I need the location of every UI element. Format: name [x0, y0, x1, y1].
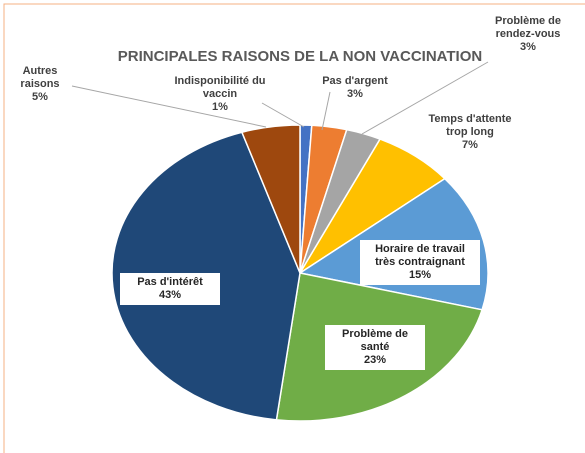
- leader-line: [361, 61, 489, 135]
- chart-title: PRINCIPALES RAISONS DE LA NON VACCINATIO…: [118, 48, 482, 65]
- value-label: 1%: [212, 101, 228, 113]
- category-label: Indisponibilité du vaccin: [174, 75, 266, 100]
- slice-label: Pas d'argent 3%: [315, 75, 395, 101]
- category-label: Problème de rendez-vous: [494, 15, 562, 40]
- slice-label: Indisponibilité du vaccin 1%: [165, 75, 275, 114]
- category-label: Pas d'argent: [322, 75, 388, 87]
- slice-label: Problème de santé 23%: [325, 325, 425, 370]
- category-label: Problème de santé: [341, 328, 409, 353]
- value-label: 3%: [347, 88, 363, 100]
- leader-line: [71, 85, 267, 128]
- value-label: 15%: [408, 269, 432, 281]
- slice-label: Problème de rendez-vous 3%: [491, 15, 566, 54]
- slice-label: Temps d'attente trop long 7%: [420, 113, 520, 152]
- value-label: 3%: [520, 41, 536, 53]
- slice-label: Autres raisons 5%: [10, 65, 70, 104]
- slice-label: Pas d'intérêt 43%: [120, 273, 220, 305]
- leader-line: [261, 102, 305, 128]
- category-label: Horaire de travail très contraignant: [375, 243, 465, 268]
- slice-label: Horaire de travail très contraignant 15%: [360, 240, 480, 285]
- category-label: Autres raisons: [20, 65, 60, 90]
- value-label: 7%: [462, 139, 478, 151]
- value-label: 23%: [363, 354, 387, 366]
- category-label: Pas d'intérêt: [137, 276, 203, 288]
- value-label: 5%: [32, 91, 48, 103]
- frame-border: [3, 3, 585, 453]
- leader-line: [321, 91, 331, 131]
- value-label: 43%: [158, 289, 182, 301]
- category-label: Temps d'attente trop long: [428, 113, 512, 138]
